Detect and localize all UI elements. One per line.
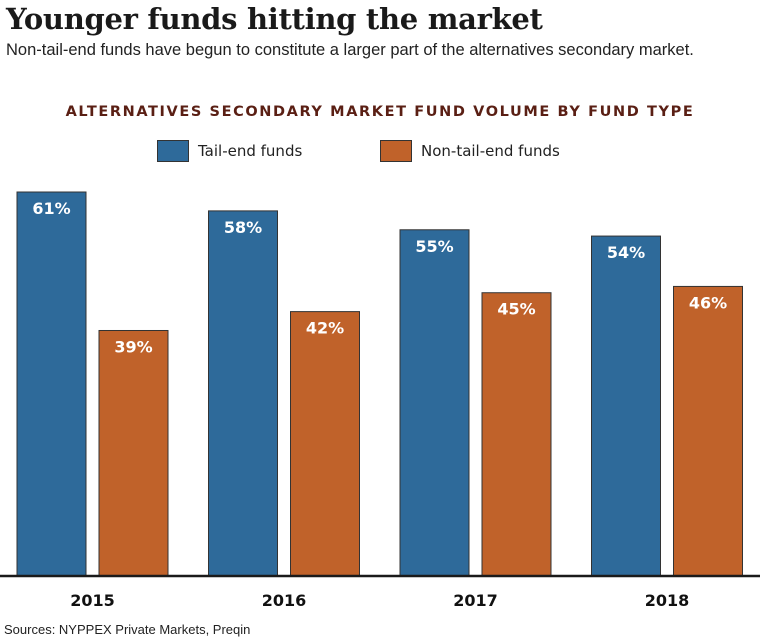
- source-note: Sources: NYPPEX Private Markets, Preqin: [4, 622, 251, 637]
- bar-non-tail-end-2017: [481, 292, 552, 577]
- bar-label-non-tail-end-2017: 45%: [497, 300, 535, 319]
- subhead: Non-tail-end funds have begun to constit…: [6, 41, 694, 59]
- bar-tail-end-2015: [16, 191, 87, 577]
- bar-tail-end-2018: [591, 235, 661, 577]
- legend: Tail-end funds Non-tail-end funds: [0, 140, 760, 164]
- x-tick-label-2018: 2018: [645, 591, 690, 610]
- legend-label-non-tail-end: Non-tail-end funds: [421, 142, 560, 160]
- chart-title: ALTERNATIVES SECONDARY MARKET FUND VOLUM…: [65, 104, 695, 120]
- bar-label-non-tail-end-2015: 39%: [114, 337, 152, 356]
- legend-swatch-non-tail-end: [380, 140, 412, 162]
- bar-label-tail-end-2015: 61%: [32, 199, 70, 218]
- x-tick-label-2017: 2017: [453, 591, 498, 610]
- headline: Younger funds hitting the market: [6, 2, 543, 36]
- bar-chart: 61% 39% 2015 58% 42% 2016 55% 45% 2017 54% 46% 2018: [0, 191, 760, 610]
- bar-label-non-tail-end-2016: 42%: [306, 319, 344, 338]
- x-tick-label-2015: 2015: [70, 591, 115, 610]
- bar-label-tail-end-2016: 58%: [224, 218, 262, 237]
- bar-non-tail-end-2018: [673, 285, 743, 577]
- bar-non-tail-end-2015: [98, 329, 169, 577]
- legend-item-tail-end: Tail-end funds: [157, 140, 302, 162]
- bar-label-tail-end-2017: 55%: [415, 237, 453, 256]
- bar-label-non-tail-end-2018: 46%: [689, 293, 727, 312]
- legend-item-non-tail-end: Non-tail-end funds: [380, 140, 560, 162]
- legend-swatch-tail-end: [157, 140, 189, 162]
- bar-label-tail-end-2018: 54%: [607, 243, 645, 262]
- bar-tail-end-2017: [399, 229, 470, 577]
- x-tick-label-2016: 2016: [262, 591, 307, 610]
- bar-tail-end-2016: [208, 210, 278, 577]
- bar-non-tail-end-2016: [290, 311, 360, 577]
- legend-label-tail-end: Tail-end funds: [198, 142, 303, 160]
